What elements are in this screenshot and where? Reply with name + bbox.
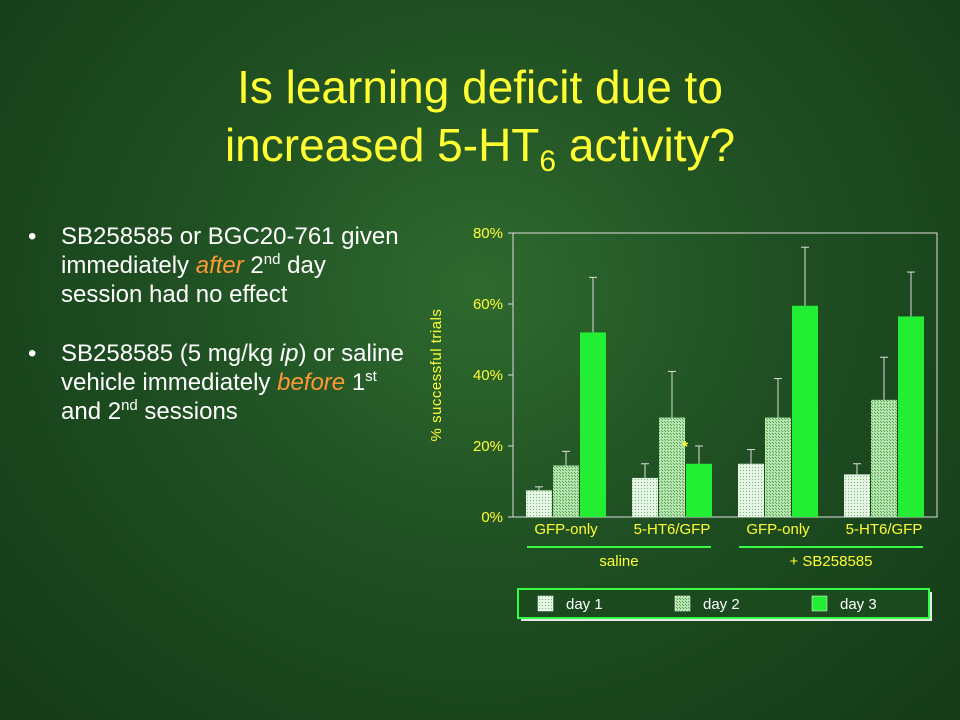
y-tick-label: 0% (481, 509, 503, 526)
bullet-2-text-e: sessions (137, 398, 238, 425)
significance-asterisk: * (682, 439, 689, 456)
y-axis-label: % successful trials (428, 309, 445, 442)
title-line-2-text: increased 5-HT (224, 119, 540, 171)
bullet-1-text-a: SB258585 or BGC20-761 given immediately (61, 223, 399, 279)
y-tick-label: 20% (473, 438, 503, 455)
bullet-2-text-d: and 2 (61, 398, 122, 425)
title-subscript: 6 (539, 145, 557, 178)
title-line-2-end: activity? (556, 119, 736, 171)
bullet-2-text-b: ) or saline vehicle immediately (61, 340, 404, 396)
legend-label: day 2 (703, 596, 740, 613)
bullet-item-2: SB258585 (5 mg/kg ip) or saline vehicle … (28, 339, 408, 426)
y-tick-label: 80% (473, 225, 503, 242)
x-tick-label: GFP-only (746, 521, 810, 538)
bar-day-3 (580, 332, 606, 517)
legend-box (517, 588, 930, 619)
bullet-1-text-b: 2 (243, 252, 264, 279)
y-tick-label: 40% (473, 367, 503, 384)
bullet-1-text-c: day session had no effect (61, 252, 326, 308)
bar-day-1 (844, 474, 870, 517)
bullet-2-text-a: SB258585 (5 mg/kg (61, 340, 280, 367)
bullet-2-italic: ip (279, 340, 299, 367)
bar-day-1 (738, 463, 764, 517)
bullet-2-emphasis: before (277, 369, 346, 396)
legend-swatch-day-2 (674, 595, 691, 612)
bullet-2-superscript-1: st (365, 368, 377, 385)
bar-day-1 (632, 477, 658, 517)
slide-title: Is learning deficit due to increased 5-H… (60, 58, 900, 177)
bar-day-3 (686, 463, 712, 517)
bullet-item-1: SB258585 or BGC20-761 given immediately … (28, 222, 408, 309)
bullet-1-superscript: nd (263, 251, 281, 268)
bullet-2-superscript-2: nd (121, 397, 138, 414)
successful-trials-bar-chart: 0% 20% 40% 60% 80% % successful trials GFP-onl… (428, 225, 938, 621)
legend-swatch-day-1 (537, 595, 554, 612)
legend-label: day 3 (840, 596, 877, 613)
bar-day-2 (871, 399, 897, 517)
group-label: + SB258585 (790, 553, 873, 570)
bullet-1-emphasis: after (195, 252, 244, 279)
title-line-2: increased 5-HT6 activity? (60, 116, 900, 177)
x-tick-label: 5-HT6/GFP (634, 521, 711, 538)
x-tick-label: 5-HT6/GFP (846, 521, 923, 538)
bar-day-1 (526, 490, 552, 517)
legend-swatch-day-3 (811, 595, 828, 612)
bullet-2-text-c: 1 (345, 369, 366, 396)
bar-day-3 (792, 305, 818, 517)
bar-day-2 (553, 465, 579, 517)
title-line-1: Is learning deficit due to (237, 61, 723, 113)
bar-day-2 (659, 417, 685, 517)
bar-day-3 (898, 316, 924, 517)
bullet-list: SB258585 or BGC20-761 given immediately … (28, 222, 408, 456)
legend-label: day 1 (566, 596, 603, 613)
x-tick-label: GFP-only (534, 521, 598, 538)
group-label: saline (599, 553, 638, 570)
y-tick-label: 60% (473, 296, 503, 313)
bar-day-2 (765, 417, 791, 517)
